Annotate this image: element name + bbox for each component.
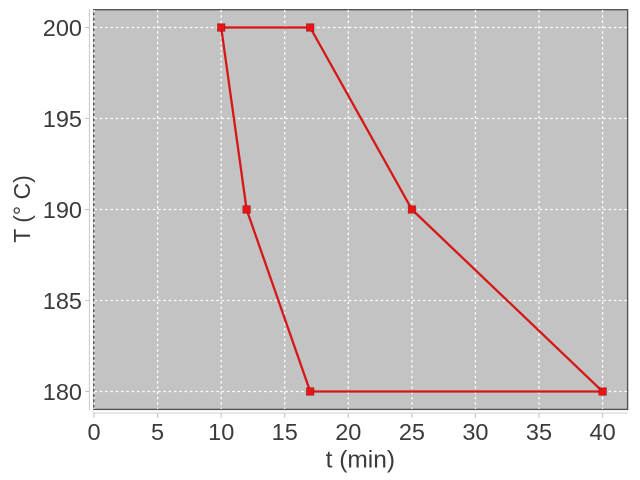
svg-text:5: 5 [151, 419, 164, 445]
svg-text:185: 185 [43, 288, 82, 314]
svg-text:180: 180 [43, 379, 82, 405]
svg-text:190: 190 [43, 197, 82, 223]
svg-text:T (° C): T (° C) [9, 175, 35, 243]
svg-text:t (min): t (min) [326, 447, 395, 474]
svg-text:30: 30 [462, 419, 488, 445]
svg-text:10: 10 [208, 419, 234, 445]
svg-text:25: 25 [399, 419, 425, 445]
svg-text:40: 40 [590, 419, 616, 445]
svg-text:15: 15 [272, 419, 298, 445]
svg-text:20: 20 [335, 419, 361, 445]
svg-text:195: 195 [43, 106, 82, 132]
svg-text:35: 35 [526, 419, 552, 445]
svg-text:200: 200 [43, 15, 82, 41]
svg-text:0: 0 [87, 419, 100, 445]
